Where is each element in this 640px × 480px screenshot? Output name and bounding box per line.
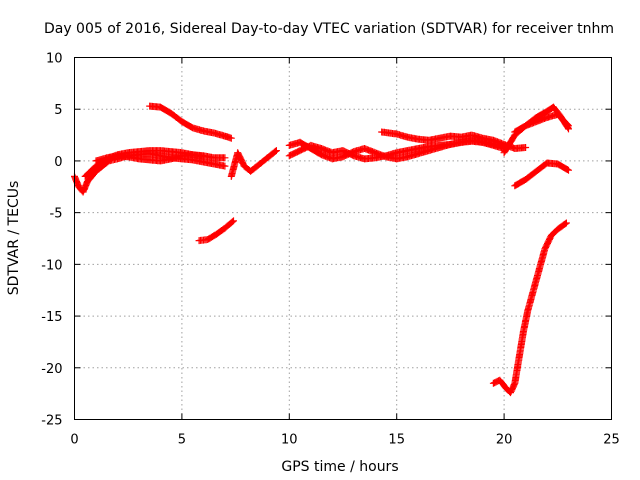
data-points	[71, 102, 572, 397]
series-arc-11	[511, 103, 572, 136]
x-tick-label: 20	[496, 433, 513, 448]
series-markers	[285, 136, 508, 163]
y-tick-label: -5	[50, 207, 63, 222]
x-axis-label: GPS time / hours	[281, 459, 398, 475]
y-tick-label: -25	[41, 414, 62, 429]
series-arc-8	[285, 136, 508, 163]
y-tick-label: 10	[46, 52, 63, 67]
series-markers	[511, 103, 572, 136]
series-markers	[92, 151, 229, 165]
series-markers	[511, 159, 572, 190]
grid-lines	[74, 57, 612, 420]
y-tick-label: 5	[54, 103, 62, 118]
series-arc-6	[227, 147, 280, 180]
series-arc-5	[195, 217, 237, 245]
series-markers	[146, 102, 235, 142]
axis-ticks: 0 5 10 15 20 25 -25 -20 -15 -10 -5 0 5 10	[41, 52, 620, 448]
series-arc-4	[146, 102, 235, 142]
y-tick-label: 0	[54, 155, 62, 170]
series-arc-12	[511, 159, 572, 190]
plot-frame	[74, 57, 612, 420]
y-tick-label: -15	[41, 310, 62, 325]
series-markers	[227, 147, 280, 180]
x-tick-label: 5	[178, 433, 186, 448]
y-axis-label: SDTVAR / TECUs	[6, 181, 22, 296]
x-tick-label: 10	[281, 433, 298, 448]
series-arc-3	[92, 151, 229, 165]
series-markers	[489, 219, 570, 397]
series-arc-13	[489, 219, 570, 397]
x-tick-label: 25	[603, 433, 620, 448]
x-tick-label: 0	[70, 433, 78, 448]
chart-title: Day 005 of 2016, Sidereal Day-to-day VTE…	[44, 21, 614, 37]
y-tick-label: -10	[41, 258, 62, 273]
series-markers	[195, 217, 237, 245]
y-tick-label: -20	[41, 362, 62, 377]
x-tick-label: 15	[388, 433, 405, 448]
